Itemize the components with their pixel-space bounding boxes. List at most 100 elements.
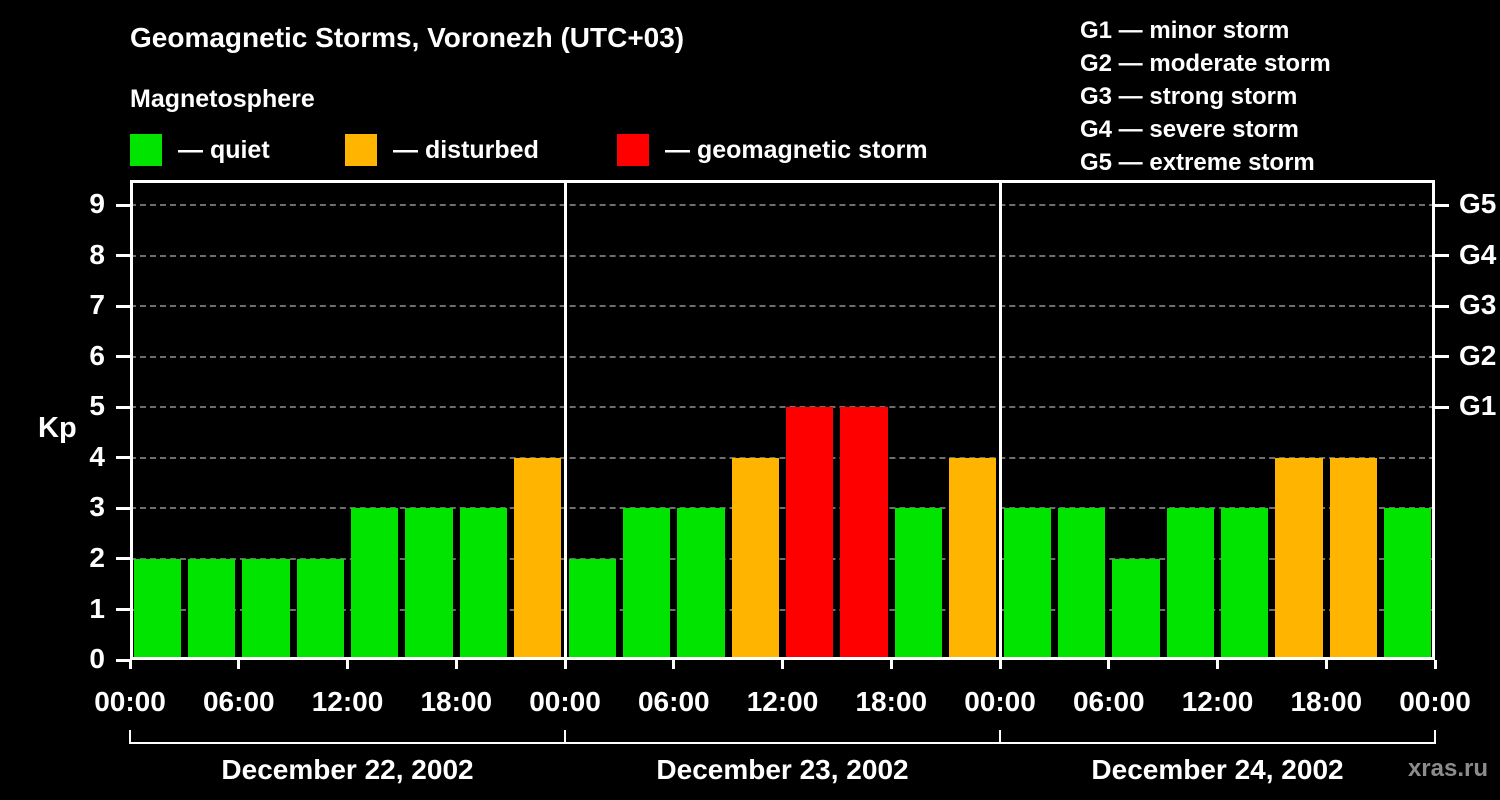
x-tick-label: 06:00 <box>637 686 710 717</box>
x-axis-tick <box>672 660 676 669</box>
y-tick-label: 2 <box>89 541 105 573</box>
gridline <box>130 305 1435 308</box>
legend-label-quiet: — quiet <box>178 135 270 164</box>
gridline <box>130 406 1435 409</box>
date-label: December 24, 2002 <box>1091 754 1344 785</box>
y-tick-label: 8 <box>89 238 105 270</box>
gridline <box>130 608 1435 611</box>
kp-bar <box>731 457 779 660</box>
y-tick-label: 9 <box>89 188 105 220</box>
y-tick-label: 6 <box>89 339 105 371</box>
y-axis-tick <box>116 557 130 561</box>
kp-bar <box>1166 508 1214 660</box>
y-tick-label: 4 <box>89 440 105 472</box>
gridline <box>130 254 1435 257</box>
y-tick-label: 7 <box>89 289 105 321</box>
legend-item-disturbed: — disturbed <box>345 134 539 166</box>
x-tick-label: 12:00 <box>1181 686 1254 717</box>
kp-bar <box>296 558 344 660</box>
kp-bar <box>622 508 671 660</box>
g-legend-line: G5 — extreme storm <box>1080 149 1315 176</box>
g-legend-line: G2 — moderate storm <box>1080 50 1331 77</box>
x-tick-label: 12:00 <box>311 686 384 717</box>
gridline <box>130 507 1435 510</box>
x-tick-label: 12:00 <box>746 686 819 717</box>
legend-swatch <box>345 134 377 166</box>
y-axis-tick <box>116 608 130 611</box>
kp-bar <box>568 558 616 660</box>
x-axis-tick <box>1107 660 1111 669</box>
y-axis-tick <box>116 254 130 258</box>
x-axis-tick <box>128 660 132 669</box>
kp-bar <box>949 457 997 660</box>
x-tick-label: 00:00 <box>529 686 601 717</box>
gridline <box>130 557 1435 560</box>
x-tick-label: 18:00 <box>420 686 493 717</box>
g-scale-label: G3 <box>1459 289 1497 321</box>
kp-bar <box>351 508 399 660</box>
kp-bar <box>840 407 888 660</box>
kp-bar <box>677 508 725 660</box>
legend-label-disturbed: — disturbed <box>393 135 539 164</box>
x-axis-tick <box>237 660 241 669</box>
x-axis-tick <box>1216 660 1219 669</box>
x-axis-tick <box>889 660 893 669</box>
x-tick-label: 00:00 <box>94 686 166 717</box>
kp-bar <box>1329 457 1378 660</box>
x-axis-tick <box>1324 660 1328 669</box>
date-label: December 22, 2002 <box>221 754 474 785</box>
y-axis-tick <box>116 203 130 207</box>
x-tick-label: 00:00 <box>964 686 1036 717</box>
y-tick-label: 1 <box>89 592 105 624</box>
g-scale-label: G1 <box>1459 390 1497 422</box>
y-tick-label: 0 <box>89 643 105 674</box>
right-axis-tick <box>1435 405 1449 409</box>
g-scale-legend: G1 — minor storm G2 — moderate storm G3 … <box>1080 14 1331 179</box>
y-axis-tick <box>116 405 130 409</box>
y-tick-label: 5 <box>89 390 105 422</box>
x-axis-tick <box>454 660 458 669</box>
watermark: xras.ru <box>1407 755 1488 782</box>
x-axis-tick <box>1433 660 1437 669</box>
legend-swatch <box>130 134 162 166</box>
date-axis-tick <box>564 730 566 744</box>
kp-bar <box>405 508 453 660</box>
y-tick-label: 3 <box>89 491 105 523</box>
legend-label-storm: — geomagnetic storm <box>665 135 928 164</box>
kp-bar <box>187 558 236 660</box>
gridline <box>130 355 1435 358</box>
x-axis-tick <box>781 660 784 669</box>
x-axis-tick <box>346 660 349 669</box>
x-tick-label: 06:00 <box>202 686 275 717</box>
g-scale-label: G2 <box>1459 339 1497 371</box>
y-axis-tick <box>116 355 130 359</box>
date-label: December 23, 2002 <box>656 754 909 785</box>
kp-bar <box>786 407 834 660</box>
date-axis-tick <box>999 730 1001 744</box>
kp-bar <box>1221 508 1269 660</box>
right-axis-tick <box>1435 355 1449 359</box>
legend-swatch <box>617 134 649 166</box>
chart-title: Geomagnetic Storms, Voronezh (UTC+03) <box>130 22 685 53</box>
g-legend-line: G3 — strong storm <box>1080 83 1298 110</box>
gridline <box>130 204 1435 207</box>
x-tick-label: 06:00 <box>1072 686 1145 717</box>
right-axis-tick <box>1435 203 1449 207</box>
plot-frame <box>130 180 1435 660</box>
g-legend-line: G4 — severe storm <box>1080 116 1299 143</box>
g-legend-line: G1 — minor storm <box>1080 17 1290 44</box>
day-separator <box>563 180 567 660</box>
y-axis-tick <box>116 658 130 662</box>
y-axis-tick <box>116 456 130 460</box>
date-axis-tick <box>1434 730 1436 744</box>
x-axis-tick <box>563 660 567 669</box>
kp-bar <box>514 457 562 660</box>
g-scale-label: G4 <box>1459 238 1497 270</box>
kp-bar <box>1112 558 1160 660</box>
legend-item-storm: — geomagnetic storm <box>617 134 928 166</box>
legend-item-quiet: — quiet <box>130 134 270 166</box>
date-axis-tick <box>129 730 131 744</box>
kp-bar <box>1057 508 1106 660</box>
kp-bar <box>1003 508 1051 660</box>
kp-bar <box>242 558 290 660</box>
